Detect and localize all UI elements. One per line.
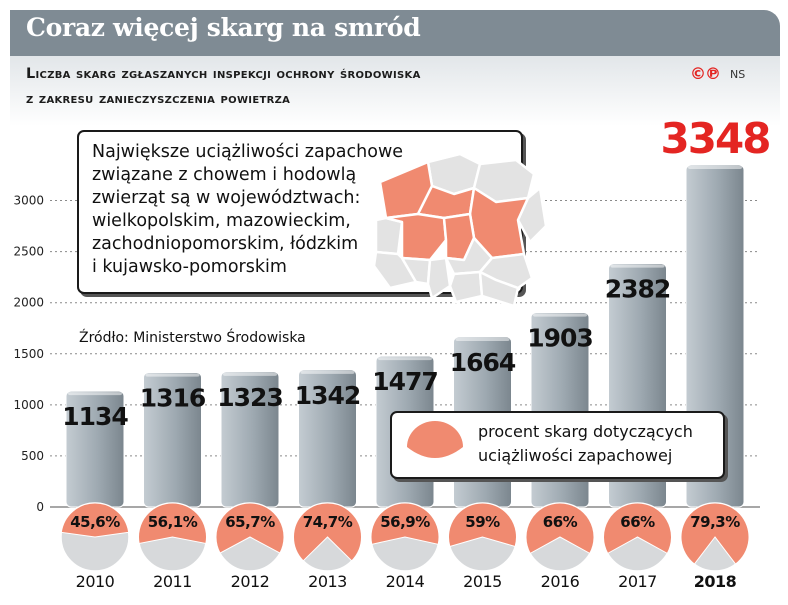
pie-slice xyxy=(215,502,285,554)
value-label: 1477 xyxy=(372,367,438,396)
bar-highlight-edge xyxy=(688,166,742,169)
category-label: 2013 xyxy=(308,572,347,591)
legend-line-1: procent skarg dotyczących xyxy=(478,422,693,441)
note-line: związane z chowem i hodowlą xyxy=(92,165,357,185)
chart-title: Coraz więcej skarg na smród xyxy=(26,13,421,42)
y-tick-label: 1000 xyxy=(13,398,44,412)
bar-highlight-edge xyxy=(145,373,200,377)
source-note: Źródło: Ministerstwo Środowiska xyxy=(79,330,306,346)
percent-label: 56,1% xyxy=(148,513,198,531)
map-region-podkarpackie xyxy=(478,270,520,308)
subtitle-line-2: z zakresu zanieczyszczenia powietrza xyxy=(26,91,291,107)
pie-slice xyxy=(525,502,595,555)
percent-label: 66% xyxy=(543,513,578,531)
category-label: 2011 xyxy=(153,572,192,591)
subtitle-panel xyxy=(10,56,780,126)
title-bar xyxy=(10,10,780,56)
category-label: 2016 xyxy=(541,572,580,591)
note-line: wielkopolskim, mazowieckim, xyxy=(92,211,351,231)
bar-highlight-edge xyxy=(378,357,432,361)
map-region-malopolskie xyxy=(448,270,484,304)
value-label: 1323 xyxy=(217,383,283,412)
note-line: i kujawsko-pomorskim xyxy=(92,257,287,277)
pie-slice xyxy=(370,502,440,545)
value-label: 1664 xyxy=(450,348,516,377)
value-label: 3348 xyxy=(661,114,770,163)
percent-label: 79,3% xyxy=(690,513,740,531)
y-tick-label: 2500 xyxy=(13,245,44,259)
pie-slice xyxy=(603,502,672,555)
category-label: 2015 xyxy=(463,572,502,591)
poland-map xyxy=(372,152,548,308)
percent-label: 74,7% xyxy=(303,513,353,531)
percent-label: 66% xyxy=(620,513,655,531)
pie-slice xyxy=(448,502,517,548)
percent-label: 59% xyxy=(465,513,500,531)
y-tick-label: 2000 xyxy=(13,296,44,310)
y-tick-label: 500 xyxy=(21,449,44,463)
bar-highlight-edge xyxy=(610,264,665,268)
bar-highlight-edge xyxy=(533,313,587,317)
percent-label: 65,7% xyxy=(225,513,275,531)
note-line: zwierząt są w województwach: xyxy=(92,188,361,208)
value-label: 1342 xyxy=(295,381,361,410)
note-line: zachodniopomorskim, łódzkim xyxy=(92,234,359,254)
percent-label: 45,6% xyxy=(70,513,120,531)
value-label: 1316 xyxy=(140,384,206,413)
pie-slice xyxy=(293,502,362,562)
y-tick-label: 1500 xyxy=(13,347,44,361)
legend-pie-icon xyxy=(407,421,463,458)
map-region-lubuskie xyxy=(374,216,404,256)
pie-slice xyxy=(60,502,130,538)
publisher-logo: ©℗ xyxy=(690,64,721,83)
value-label: 1903 xyxy=(527,324,593,353)
bar-highlight-edge xyxy=(455,338,510,342)
map-region-wielkopolskie xyxy=(384,212,448,262)
legend-line-2: uciążliwości zapachowej xyxy=(478,446,673,465)
category-label: 2017 xyxy=(618,572,657,591)
y-tick-label: 3000 xyxy=(13,194,44,208)
pie-slice xyxy=(680,502,750,565)
bar-highlight-edge xyxy=(223,372,277,376)
author-initials: NS xyxy=(730,68,746,81)
category-label: 2010 xyxy=(76,572,115,591)
subtitle-line-1: Liczba skarg zgłaszanych inspekcji ochro… xyxy=(26,66,421,82)
y-tick-label: 0 xyxy=(36,500,44,514)
percent-label: 56,9% xyxy=(380,513,430,531)
pie-slice xyxy=(138,502,207,545)
note-line: Największe uciążliwości zapachowe xyxy=(92,142,404,162)
value-label: 1134 xyxy=(62,402,128,431)
bar-highlight-edge xyxy=(68,392,122,396)
value-label: 2382 xyxy=(605,275,671,304)
category-label: 2012 xyxy=(231,572,270,591)
category-label: 2018 xyxy=(694,572,737,591)
bar-highlight-edge xyxy=(300,370,355,374)
map-region-slaskie xyxy=(426,256,452,300)
category-label: 2014 xyxy=(386,572,425,591)
